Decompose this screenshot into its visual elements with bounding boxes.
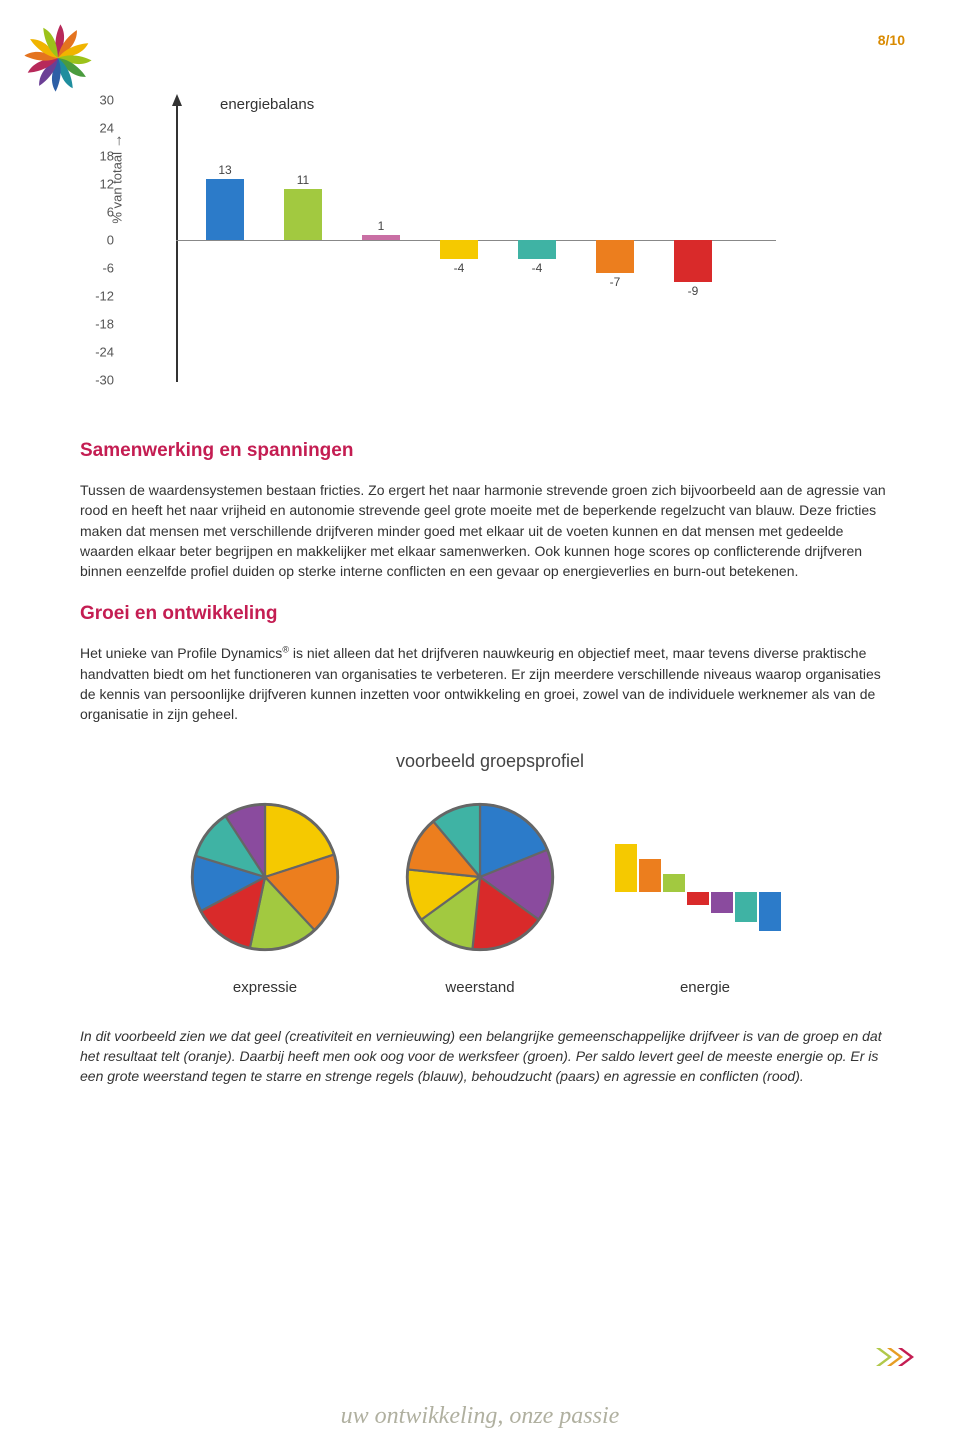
footer: uw ontwikkeling, onze passie	[0, 1403, 960, 1430]
closing-paragraph: In dit voorbeeld zien we dat geel (creat…	[80, 1026, 900, 1087]
group-profile-title: voorbeeld groepsprofiel	[80, 751, 900, 772]
bar-label: -4	[518, 261, 556, 275]
energy-bar	[663, 874, 685, 891]
y-tick: 30	[74, 94, 114, 107]
label-energie: energie	[680, 979, 730, 996]
bar-label: -4	[440, 261, 478, 275]
energy-bar	[735, 892, 757, 922]
body-samenwerking: Tussen de waardensystemen bestaan fricti…	[80, 480, 900, 581]
label-expressie: expressie	[233, 979, 297, 996]
energiebalans-chart: % van totaal → 3024181260-6-12-18-24-30 …	[90, 100, 900, 400]
tagline: uw ontwikkeling, onze passie	[0, 1403, 960, 1430]
bar-label: 11	[284, 173, 322, 187]
energy-bar	[711, 892, 733, 914]
y-tick: 0	[74, 234, 114, 247]
y-tick: -24	[74, 346, 114, 359]
y-tick: 12	[74, 178, 114, 191]
bar-label: 1	[362, 219, 400, 233]
footer-arrow-icon	[876, 1344, 920, 1370]
bar	[518, 240, 556, 259]
body-groei: Het unieke van Profile Dynamics® is niet…	[80, 643, 900, 724]
bar	[440, 240, 478, 259]
label-weerstand: weerstand	[445, 979, 514, 996]
bar	[596, 240, 634, 273]
bar	[362, 235, 400, 240]
energy-bar	[759, 892, 781, 931]
y-tick: 6	[74, 206, 114, 219]
y-tick: -12	[74, 290, 114, 303]
pie-expressie	[185, 797, 345, 957]
bar-label: 13	[206, 163, 244, 177]
bar	[206, 179, 244, 240]
energy-bar	[639, 859, 661, 892]
group-profile: voorbeeld groepsprofiel expressie weerst…	[80, 751, 900, 996]
bar-label: -9	[674, 284, 712, 298]
y-tick: -18	[74, 318, 114, 331]
pie-weerstand	[400, 797, 560, 957]
bar	[674, 240, 712, 282]
page-number: 8/10	[878, 32, 905, 48]
energy-bar	[615, 844, 637, 892]
y-tick: 24	[74, 122, 114, 135]
bar	[284, 189, 322, 240]
energy-bar	[687, 892, 709, 905]
y-tick: 18	[74, 150, 114, 163]
logo-icon	[18, 18, 98, 98]
bar-label: -7	[596, 275, 634, 289]
y-tick: -30	[74, 374, 114, 387]
heading-samenwerking: Samenwerking en spanningen	[80, 440, 900, 462]
energy-mini-chart	[615, 827, 795, 957]
y-tick: -6	[74, 262, 114, 275]
heading-groei: Groei en ontwikkeling	[80, 603, 900, 625]
